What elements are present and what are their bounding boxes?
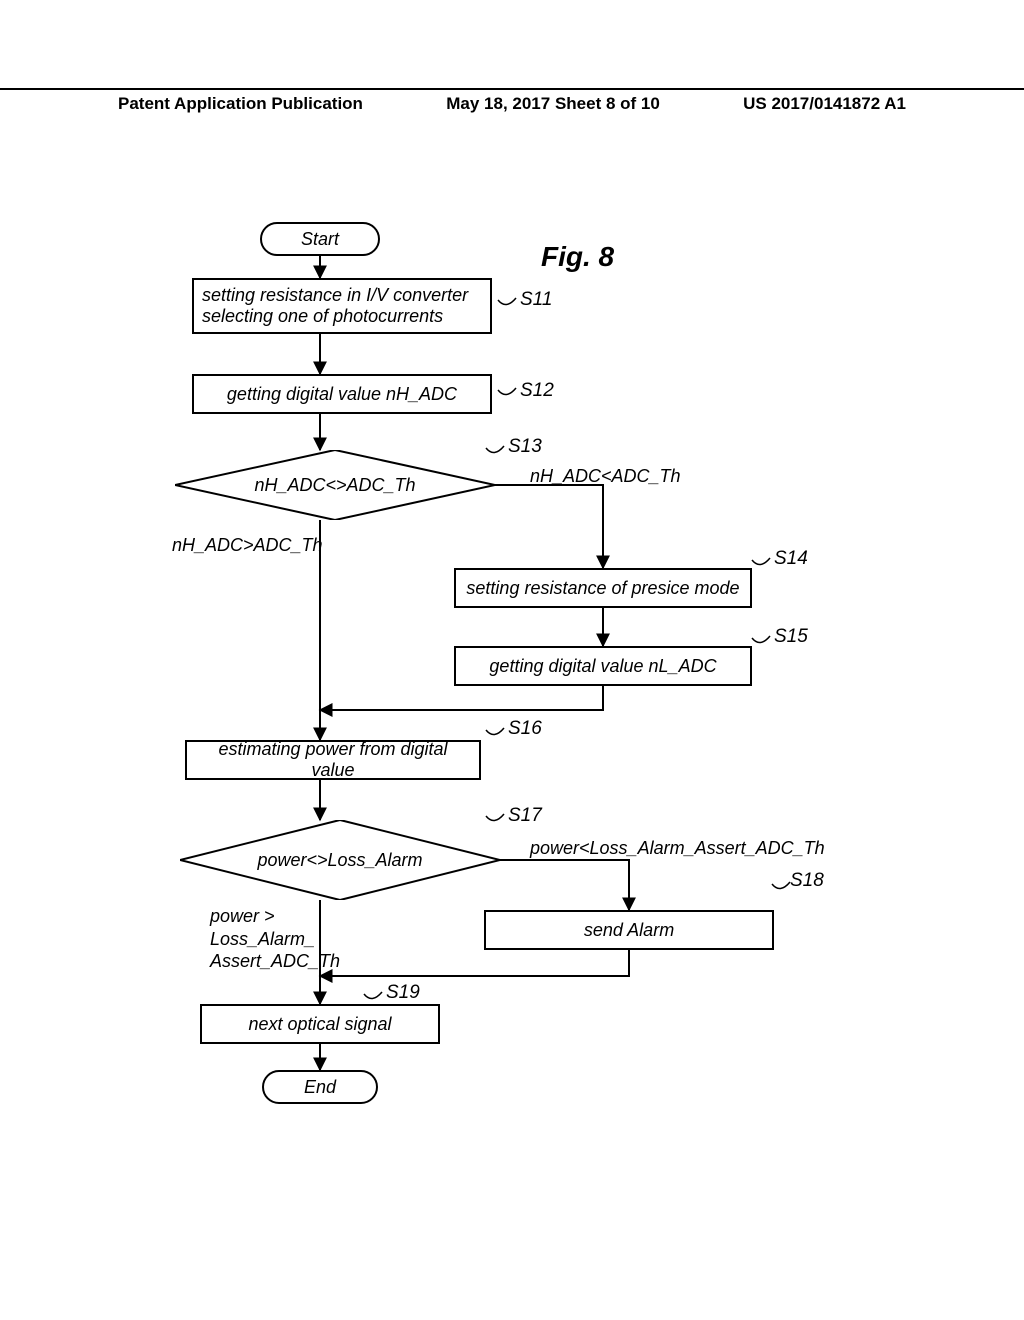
edge-s13-down: nH_ADC>ADC_Th — [172, 535, 323, 556]
step-label-s12: S12 — [520, 380, 554, 402]
s18-text: send Alarm — [584, 920, 674, 941]
process-s14: setting resistance of presice mode — [454, 568, 752, 608]
terminator-start: Start — [260, 222, 380, 256]
process-s15: getting digital value nL_ADC — [454, 646, 752, 686]
edge-s17-right: power<Loss_Alarm_Assert_ADC_Th — [530, 838, 825, 859]
s12-text: getting digital value nH_ADC — [227, 384, 457, 405]
s13-text: nH_ADC<>ADC_Th — [254, 475, 415, 496]
edge-s13-right: nH_ADC<ADC_Th — [530, 466, 681, 487]
decision-s17: power<>Loss_Alarm — [180, 820, 500, 900]
process-s18: send Alarm — [484, 910, 774, 950]
s19-text: next optical signal — [248, 1014, 391, 1035]
step-label-s16: S16 — [508, 718, 542, 740]
s14-text: setting resistance of presice mode — [466, 578, 739, 599]
step-label-s14: S14 — [774, 548, 808, 570]
step-label-s19: S19 — [386, 982, 420, 1004]
flowchart-canvas: Start setting resistance in I/V converte… — [0, 0, 1024, 1320]
step-label-s18: S18 — [790, 870, 824, 892]
s16-text: estimating power from digital value — [195, 739, 471, 781]
start-label: Start — [301, 229, 339, 250]
s17-text: power<>Loss_Alarm — [257, 850, 422, 871]
s11-text: setting resistance in I/V converter sele… — [202, 285, 468, 327]
process-s16: estimating power from digital value — [185, 740, 481, 780]
end-label: End — [304, 1077, 336, 1098]
step-label-s15: S15 — [774, 626, 808, 648]
edge-s17-down: power > Loss_Alarm_ Assert_ADC_Th — [210, 905, 340, 973]
step-label-s17: S17 — [508, 805, 542, 827]
terminator-end: End — [262, 1070, 378, 1104]
step-label-s13: S13 — [508, 436, 542, 458]
step-label-s11: S11 — [520, 289, 552, 311]
process-s19: next optical signal — [200, 1004, 440, 1044]
decision-s13: nH_ADC<>ADC_Th — [175, 450, 495, 520]
process-s11: setting resistance in I/V converter sele… — [192, 278, 492, 334]
process-s12: getting digital value nH_ADC — [192, 374, 492, 414]
s15-text: getting digital value nL_ADC — [489, 656, 716, 677]
